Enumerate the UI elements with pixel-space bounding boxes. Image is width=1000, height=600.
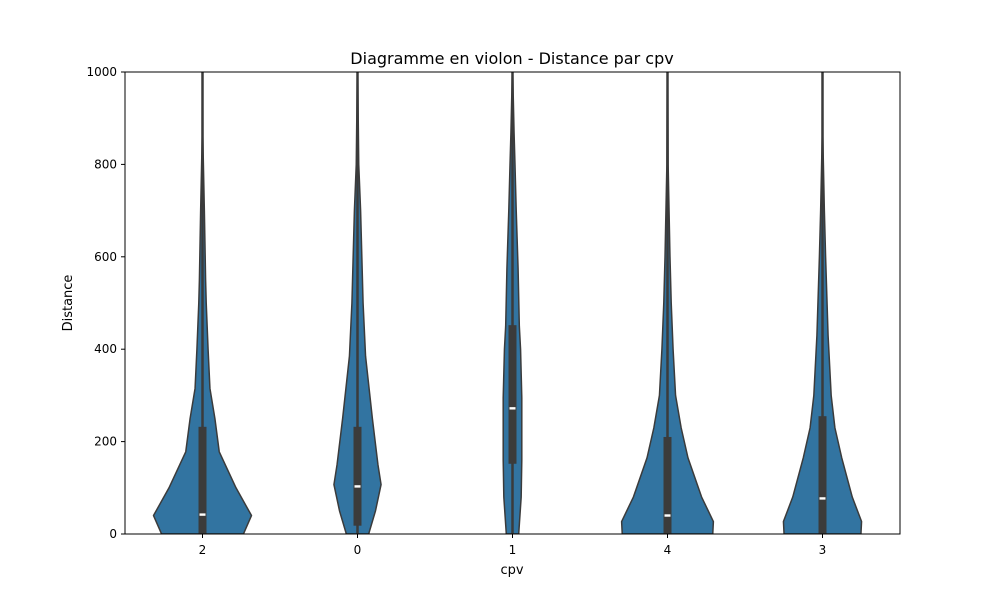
- violin-median: [354, 485, 361, 488]
- x-axis-label: cpv: [500, 563, 523, 578]
- violin-3: [782, 72, 863, 534]
- y-axis-label: Distance: [61, 275, 76, 332]
- y-tick-label: 400: [94, 342, 117, 356]
- y-tick-label: 800: [94, 157, 117, 171]
- violin-iqr-box: [353, 426, 362, 526]
- violin-median: [819, 497, 826, 500]
- violin-iqr-box: [508, 325, 517, 464]
- x-tick-label: 2: [199, 543, 207, 557]
- y-axis: 0 200 400 600 800 1000: [86, 65, 125, 541]
- violin-2: [152, 72, 253, 534]
- x-tick-label: 0: [354, 543, 362, 557]
- violin-1: [502, 72, 523, 534]
- y-tick-label: 200: [94, 435, 117, 449]
- violin-median: [664, 514, 671, 517]
- violin-iqr-box: [818, 416, 827, 534]
- x-axis: 2 0 1 4 3: [199, 534, 827, 557]
- y-tick-label: 1000: [86, 65, 117, 79]
- plot-area: [152, 72, 863, 534]
- chart-title: Diagramme en violon - Distance par cpv: [350, 49, 673, 68]
- x-tick-label: 3: [819, 543, 827, 557]
- x-tick-label: 4: [664, 543, 672, 557]
- violin-iqr-box: [198, 426, 207, 534]
- x-tick-label: 1: [509, 543, 517, 557]
- y-tick-label: 0: [109, 527, 117, 541]
- violin-0: [333, 72, 382, 534]
- violin-4: [620, 72, 715, 534]
- y-tick-label: 600: [94, 250, 117, 264]
- violin-median: [509, 407, 516, 410]
- violin-median: [199, 513, 206, 516]
- violin-iqr-box: [663, 436, 672, 534]
